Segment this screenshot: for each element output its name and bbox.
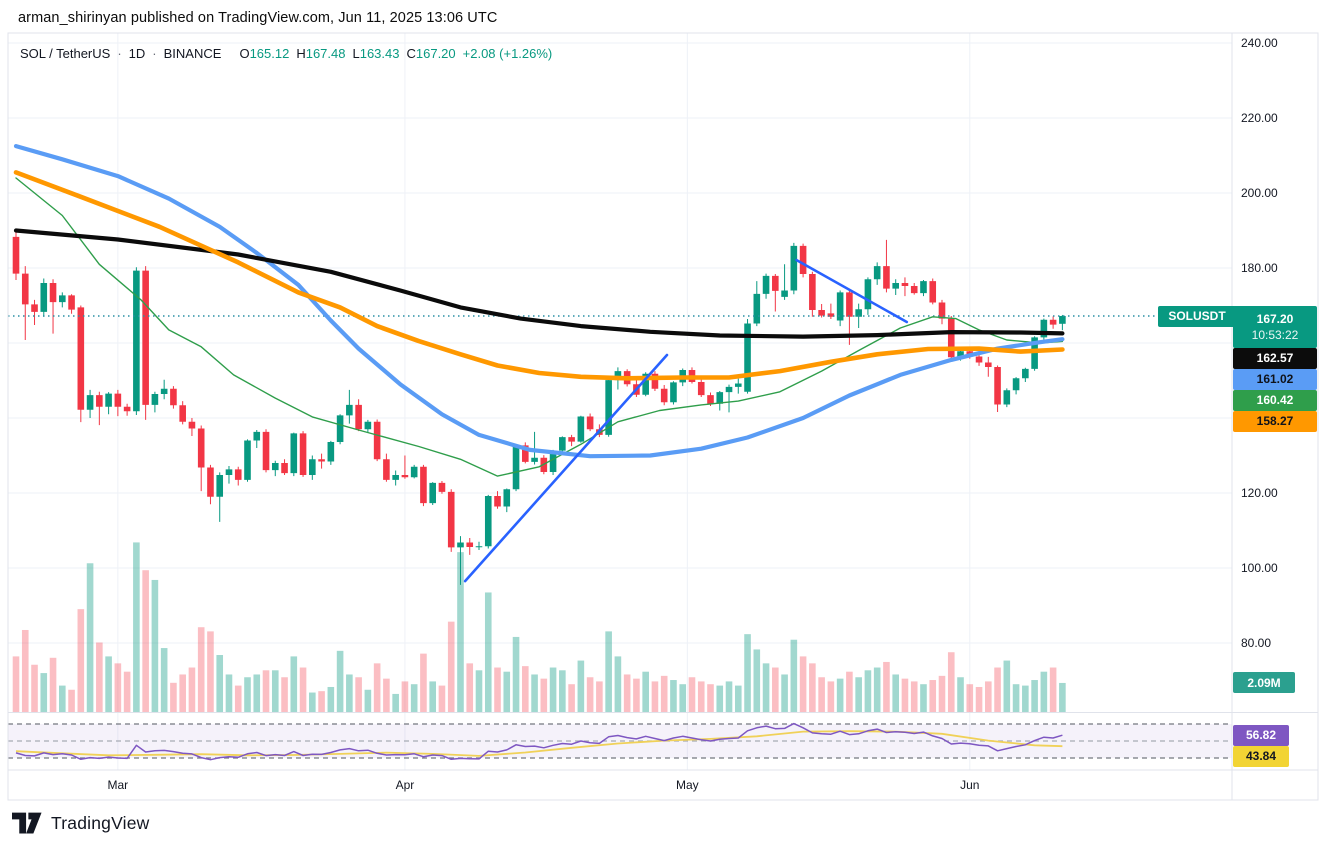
ma-black-thick[interactable] bbox=[13, 228, 1065, 339]
ma-green-tag: 160.42 bbox=[1233, 389, 1317, 411]
ma-orange-tag: 158.27 bbox=[1233, 410, 1317, 432]
legend-change: +2.08 (+1.26%) bbox=[462, 46, 553, 61]
legend-symbol[interactable]: SOL / TetherUS bbox=[20, 46, 111, 61]
pane-borders bbox=[7, 32, 1319, 801]
ma-black-tag: 162.57 bbox=[1233, 347, 1317, 369]
legend-separator: · bbox=[152, 46, 157, 61]
legend-exchange: BINANCE bbox=[163, 46, 222, 61]
price-tick: 80.00 bbox=[1241, 636, 1272, 650]
legend-low: L163.43 bbox=[352, 46, 400, 61]
ma-green-thin[interactable] bbox=[15, 177, 1064, 477]
rsi-ma-tag: 43.84 bbox=[1233, 745, 1289, 767]
rsi-pane[interactable] bbox=[8, 712, 1318, 761]
tradingview-logo-icon bbox=[12, 812, 42, 834]
tradingview-brand-text: TradingView bbox=[51, 813, 150, 833]
publish-header: arman_shirinyan published on TradingView… bbox=[18, 10, 498, 26]
time-axis-label-jun: Jun bbox=[960, 778, 980, 792]
volume-tag: 2.09M bbox=[1233, 672, 1295, 694]
legend-timeframe[interactable]: 1D bbox=[128, 46, 146, 61]
ma-orange-thick[interactable] bbox=[13, 170, 1065, 381]
rsi-tag: 56.82 bbox=[1233, 724, 1289, 746]
ma-blue-tag: 161.02 bbox=[1233, 368, 1317, 390]
legend-close: C167.20 bbox=[406, 46, 456, 61]
trendline-ascending[interactable] bbox=[463, 353, 669, 583]
last-price-tag: 167.20 10:53:22 bbox=[1233, 305, 1317, 348]
price-tick: 180.00 bbox=[1241, 261, 1278, 275]
volume-series bbox=[12, 542, 1066, 712]
legend-separator: · bbox=[117, 46, 122, 61]
price-tick: 200.00 bbox=[1241, 186, 1278, 200]
ma-blue-thick[interactable] bbox=[13, 144, 1065, 459]
candlestick-series[interactable] bbox=[12, 230, 1066, 585]
symbol-price-flag: SOLUSDT bbox=[1158, 305, 1236, 327]
time-axis-label-apr: Apr bbox=[395, 778, 415, 792]
price-tick: 120.00 bbox=[1241, 486, 1278, 500]
trendline-descending[interactable] bbox=[795, 258, 909, 324]
tradingview-attribution[interactable]: TradingView bbox=[12, 812, 150, 835]
rsi-line bbox=[15, 722, 1063, 761]
time-axis-label-may: May bbox=[676, 778, 699, 792]
chart-legend[interactable]: SOL / TetherUS · 1D · BINANCE O165.12 H1… bbox=[20, 46, 552, 61]
price-tick: 100.00 bbox=[1241, 561, 1278, 575]
legend-high: H167.48 bbox=[296, 46, 346, 61]
legend-open: O165.12 bbox=[239, 46, 290, 61]
price-tick: 220.00 bbox=[1241, 111, 1278, 125]
time-axis-label-mar: Mar bbox=[107, 778, 129, 792]
price-tick: 240.00 bbox=[1241, 36, 1278, 50]
